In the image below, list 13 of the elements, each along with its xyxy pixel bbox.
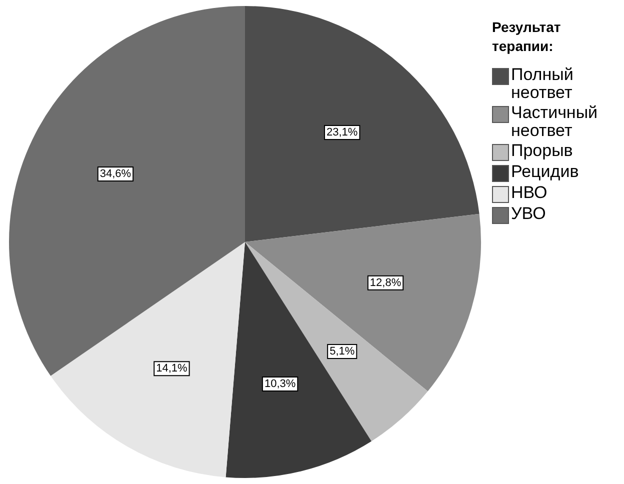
legend-label: УВО <box>511 204 547 223</box>
data-label: 34,6% <box>100 168 132 180</box>
legend-label: Рецидив <box>511 162 580 181</box>
legend-label: НВО <box>511 183 548 202</box>
data-label: 14,1% <box>156 362 188 375</box>
data-label: 23,1% <box>326 126 358 139</box>
legend-label: Полный неответ <box>511 65 574 102</box>
legend-label: Частичный неответ <box>511 103 599 140</box>
legend-title: Результат терапии: <box>492 18 562 56</box>
data-label: 10,3% <box>264 378 296 390</box>
data-label: 12,8% <box>370 276 402 289</box>
legend-label: Прорыв <box>511 141 574 160</box>
data-label: 5,1% <box>330 345 355 358</box>
